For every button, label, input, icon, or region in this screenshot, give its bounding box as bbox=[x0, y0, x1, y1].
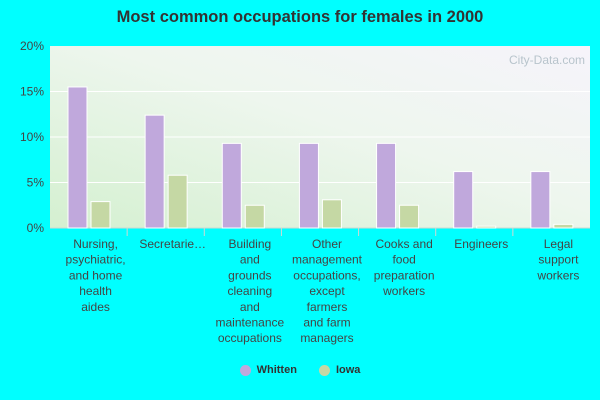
bar-iowa-2 bbox=[167, 174, 188, 229]
y-tick-label: 0% bbox=[27, 221, 45, 235]
y-tick-label: 5% bbox=[27, 176, 45, 190]
bar-iowa-4 bbox=[321, 199, 342, 229]
bar-iowa-5 bbox=[399, 204, 420, 229]
bar-whitten-4 bbox=[298, 142, 319, 229]
x-category-label: Cooks and food preparation workers bbox=[374, 237, 435, 298]
x-category-label: Legal support workers bbox=[536, 237, 579, 282]
legend-swatch-whitten bbox=[239, 364, 251, 376]
legend: Whitten Iowa bbox=[0, 364, 600, 376]
x-category-label: Building and grounds cleaning and maintenance… bbox=[215, 237, 284, 345]
legend-label-whitten: Whitten bbox=[256, 364, 297, 376]
legend-item-iowa: Iowa bbox=[318, 364, 361, 376]
bar-whitten-5 bbox=[376, 142, 397, 229]
bar-whitten-1 bbox=[67, 86, 88, 229]
bar-iowa-7 bbox=[553, 223, 574, 229]
bar-iowa-6 bbox=[476, 225, 497, 229]
x-category-label: Secretarie… bbox=[139, 237, 206, 251]
legend-label-iowa: Iowa bbox=[335, 364, 361, 376]
bar-iowa-3 bbox=[244, 204, 265, 229]
legend-swatch-iowa bbox=[318, 364, 330, 376]
x-category-label: Other management occupations, except farmers… bbox=[292, 237, 363, 345]
bar-whitten-3 bbox=[221, 142, 242, 229]
chart-title: Most common occupations for females in 2… bbox=[116, 8, 484, 26]
y-tick-label: 10% bbox=[20, 130, 44, 144]
bar-whitten-7 bbox=[530, 171, 551, 229]
legend-item-whitten: Whitten bbox=[239, 364, 297, 376]
y-tick-label: 15% bbox=[20, 85, 44, 99]
bar-whitten-2 bbox=[144, 114, 165, 229]
bar-whitten-6 bbox=[453, 171, 474, 229]
watermark: City-Data.com bbox=[509, 53, 585, 67]
bar-chart: 0% 5% 10% 15% 20% Nursing, psychiatric, and ho… bbox=[20, 39, 590, 345]
y-tick-label: 20% bbox=[20, 39, 44, 53]
bar-iowa-1 bbox=[90, 201, 111, 229]
x-category-label: Nursing, psychiatric, and home health aides bbox=[66, 237, 126, 314]
x-category-label: Engineers bbox=[454, 237, 508, 251]
